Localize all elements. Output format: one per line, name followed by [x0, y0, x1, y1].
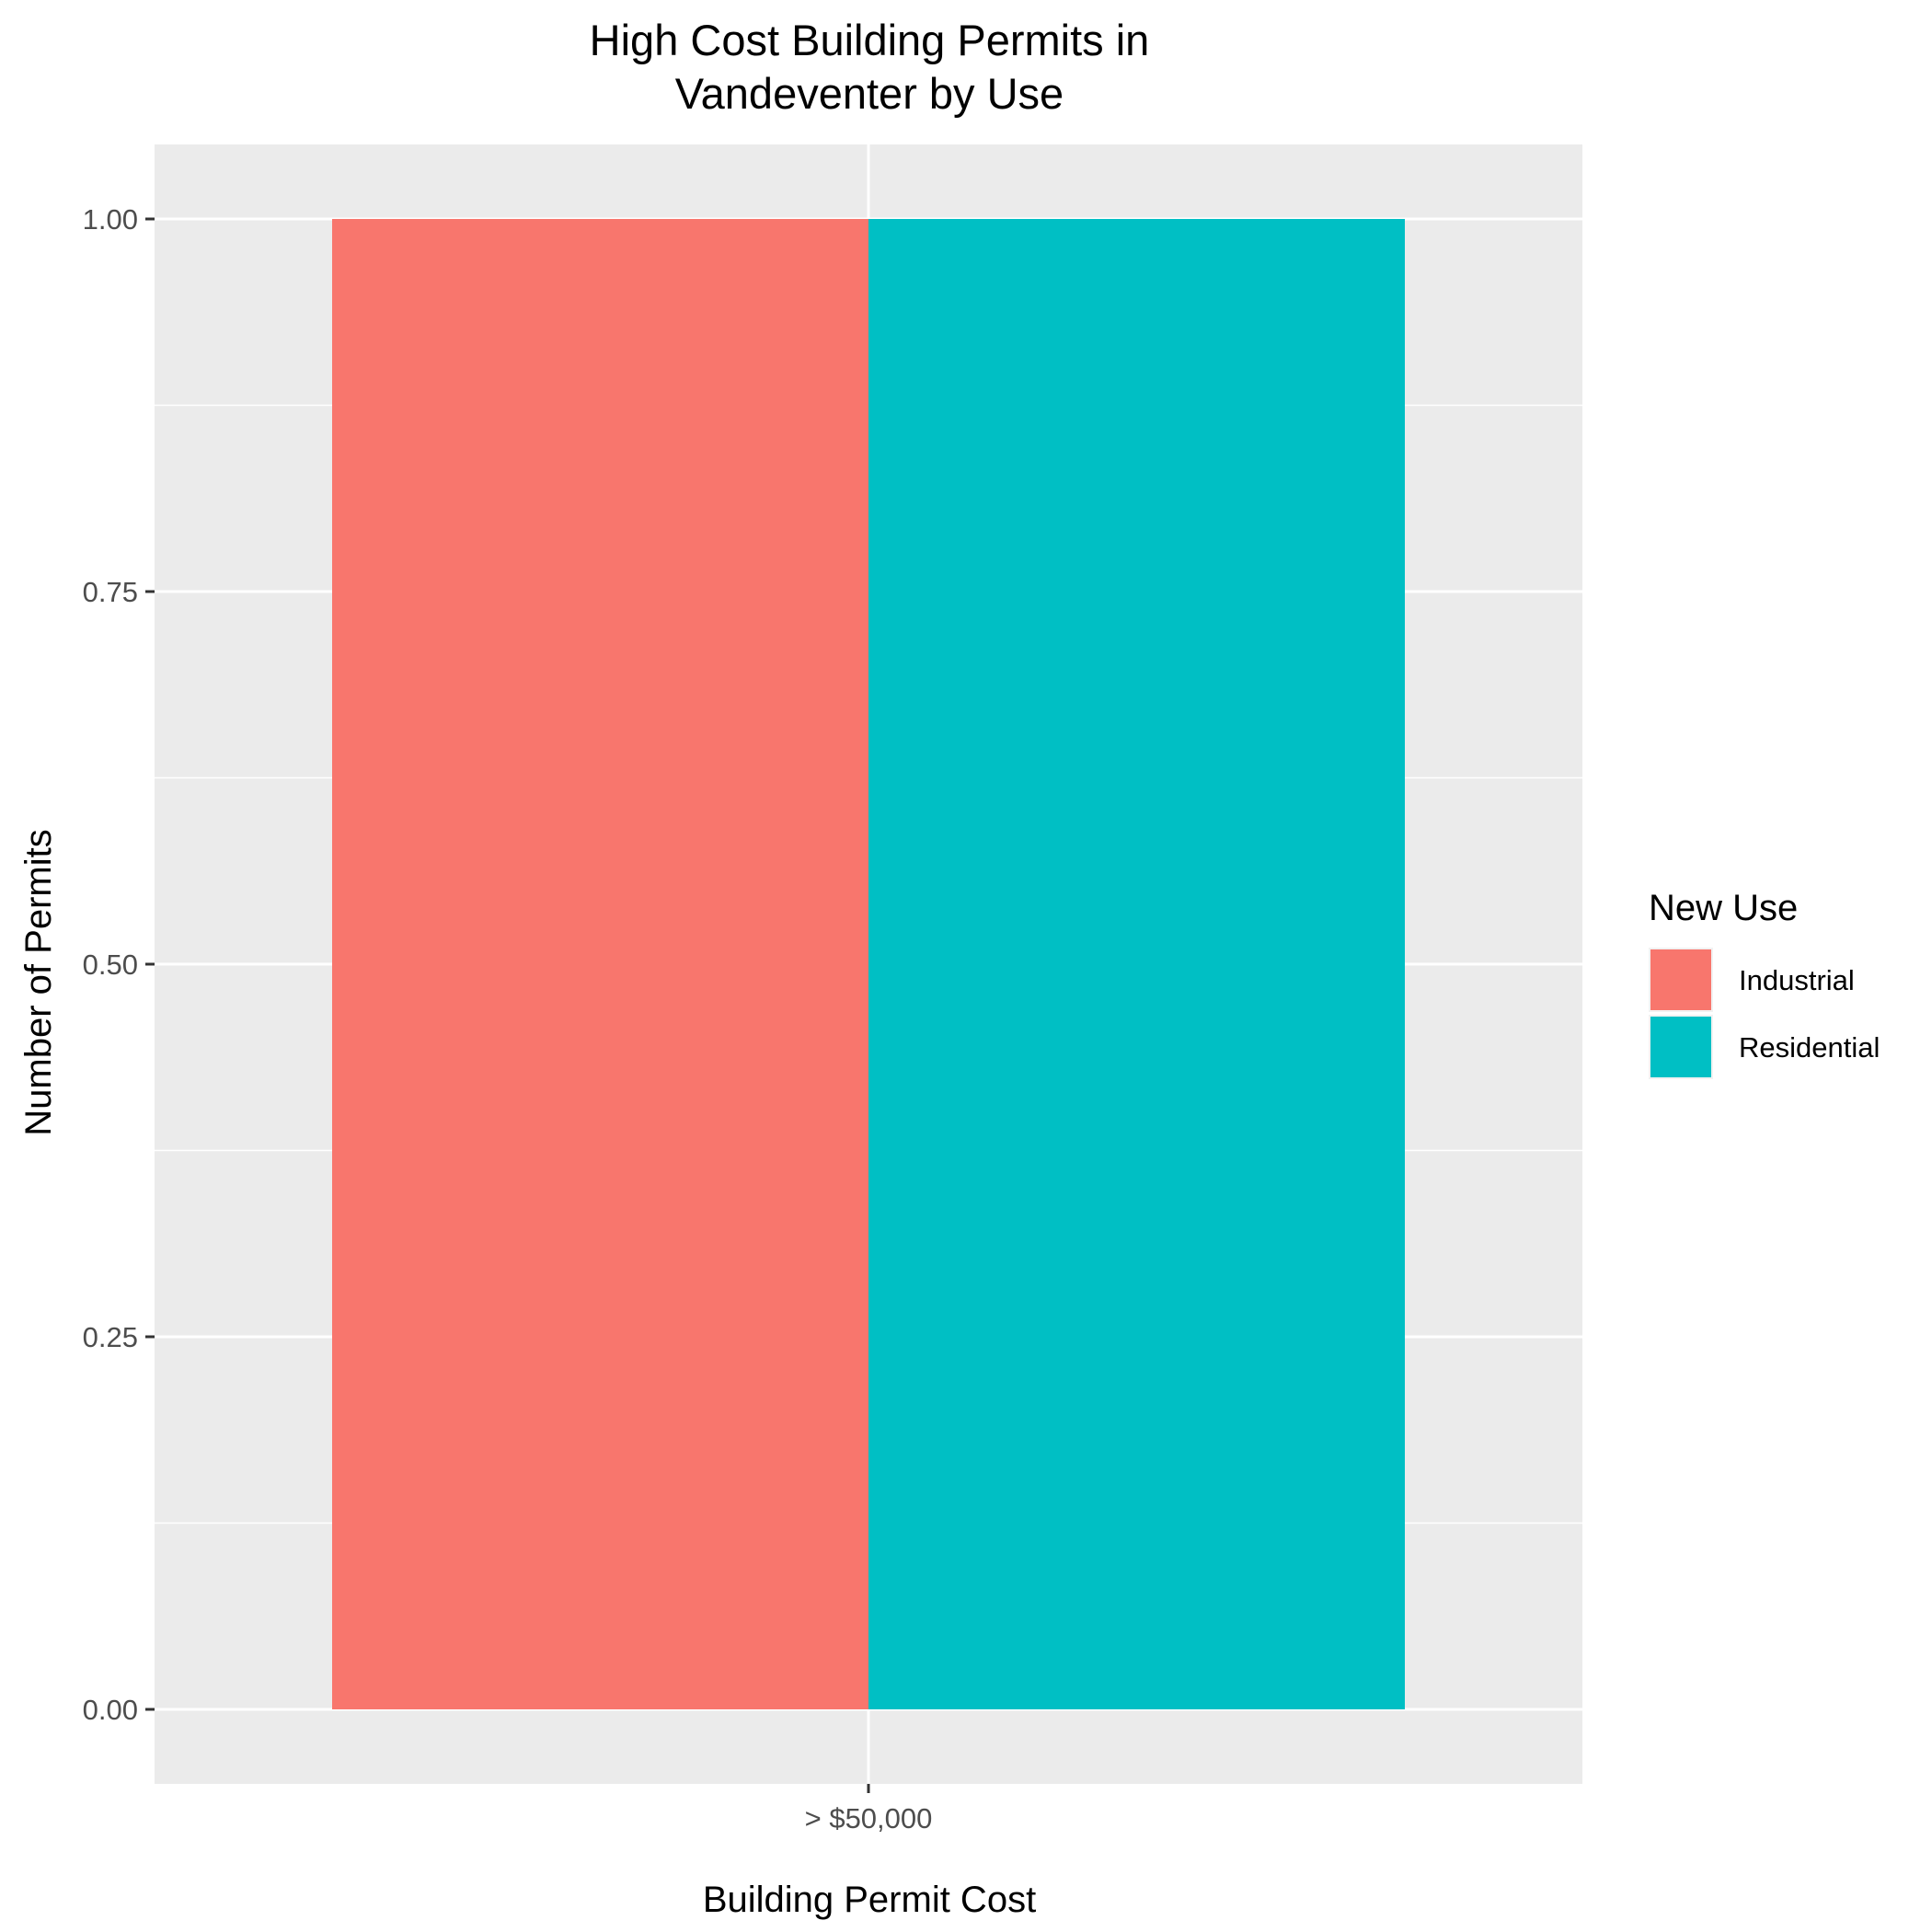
y-tick-label: 1.00 [83, 203, 138, 236]
y-axis-title: Number of Permits [18, 829, 59, 1135]
chart-title-line-1: High Cost Building Permits in [590, 16, 1150, 64]
y-tick-label: 0.75 [83, 576, 138, 608]
legend-label-industrial: Industrial [1739, 964, 1855, 996]
legend-key-industrial [1650, 949, 1711, 1010]
legend-title: New Use [1649, 888, 1798, 928]
chart-title-line-2: Vandeventer by Use [675, 69, 1064, 118]
bars [332, 219, 1405, 1709]
y-tick-label: 0.50 [83, 949, 138, 981]
y-tick-label: 0.25 [83, 1321, 138, 1353]
chart-title: High Cost Building Permits in Vandevente… [590, 16, 1150, 118]
x-axis-title: Building Permit Cost [703, 1880, 1036, 1920]
bar-residential [868, 219, 1405, 1709]
legend: New Use Industrial Residential [1649, 888, 1880, 1079]
y-axis: 0.00 0.25 0.50 0.75 1.00 [83, 203, 155, 1726]
y-tick-label: 0.00 [83, 1694, 138, 1726]
legend-label-residential: Residential [1739, 1031, 1880, 1064]
x-tick-label: > $50,000 [805, 1802, 933, 1834]
bar-industrial [332, 219, 868, 1709]
legend-key-residential [1650, 1017, 1711, 1077]
x-axis: > $50,000 [805, 1784, 933, 1834]
